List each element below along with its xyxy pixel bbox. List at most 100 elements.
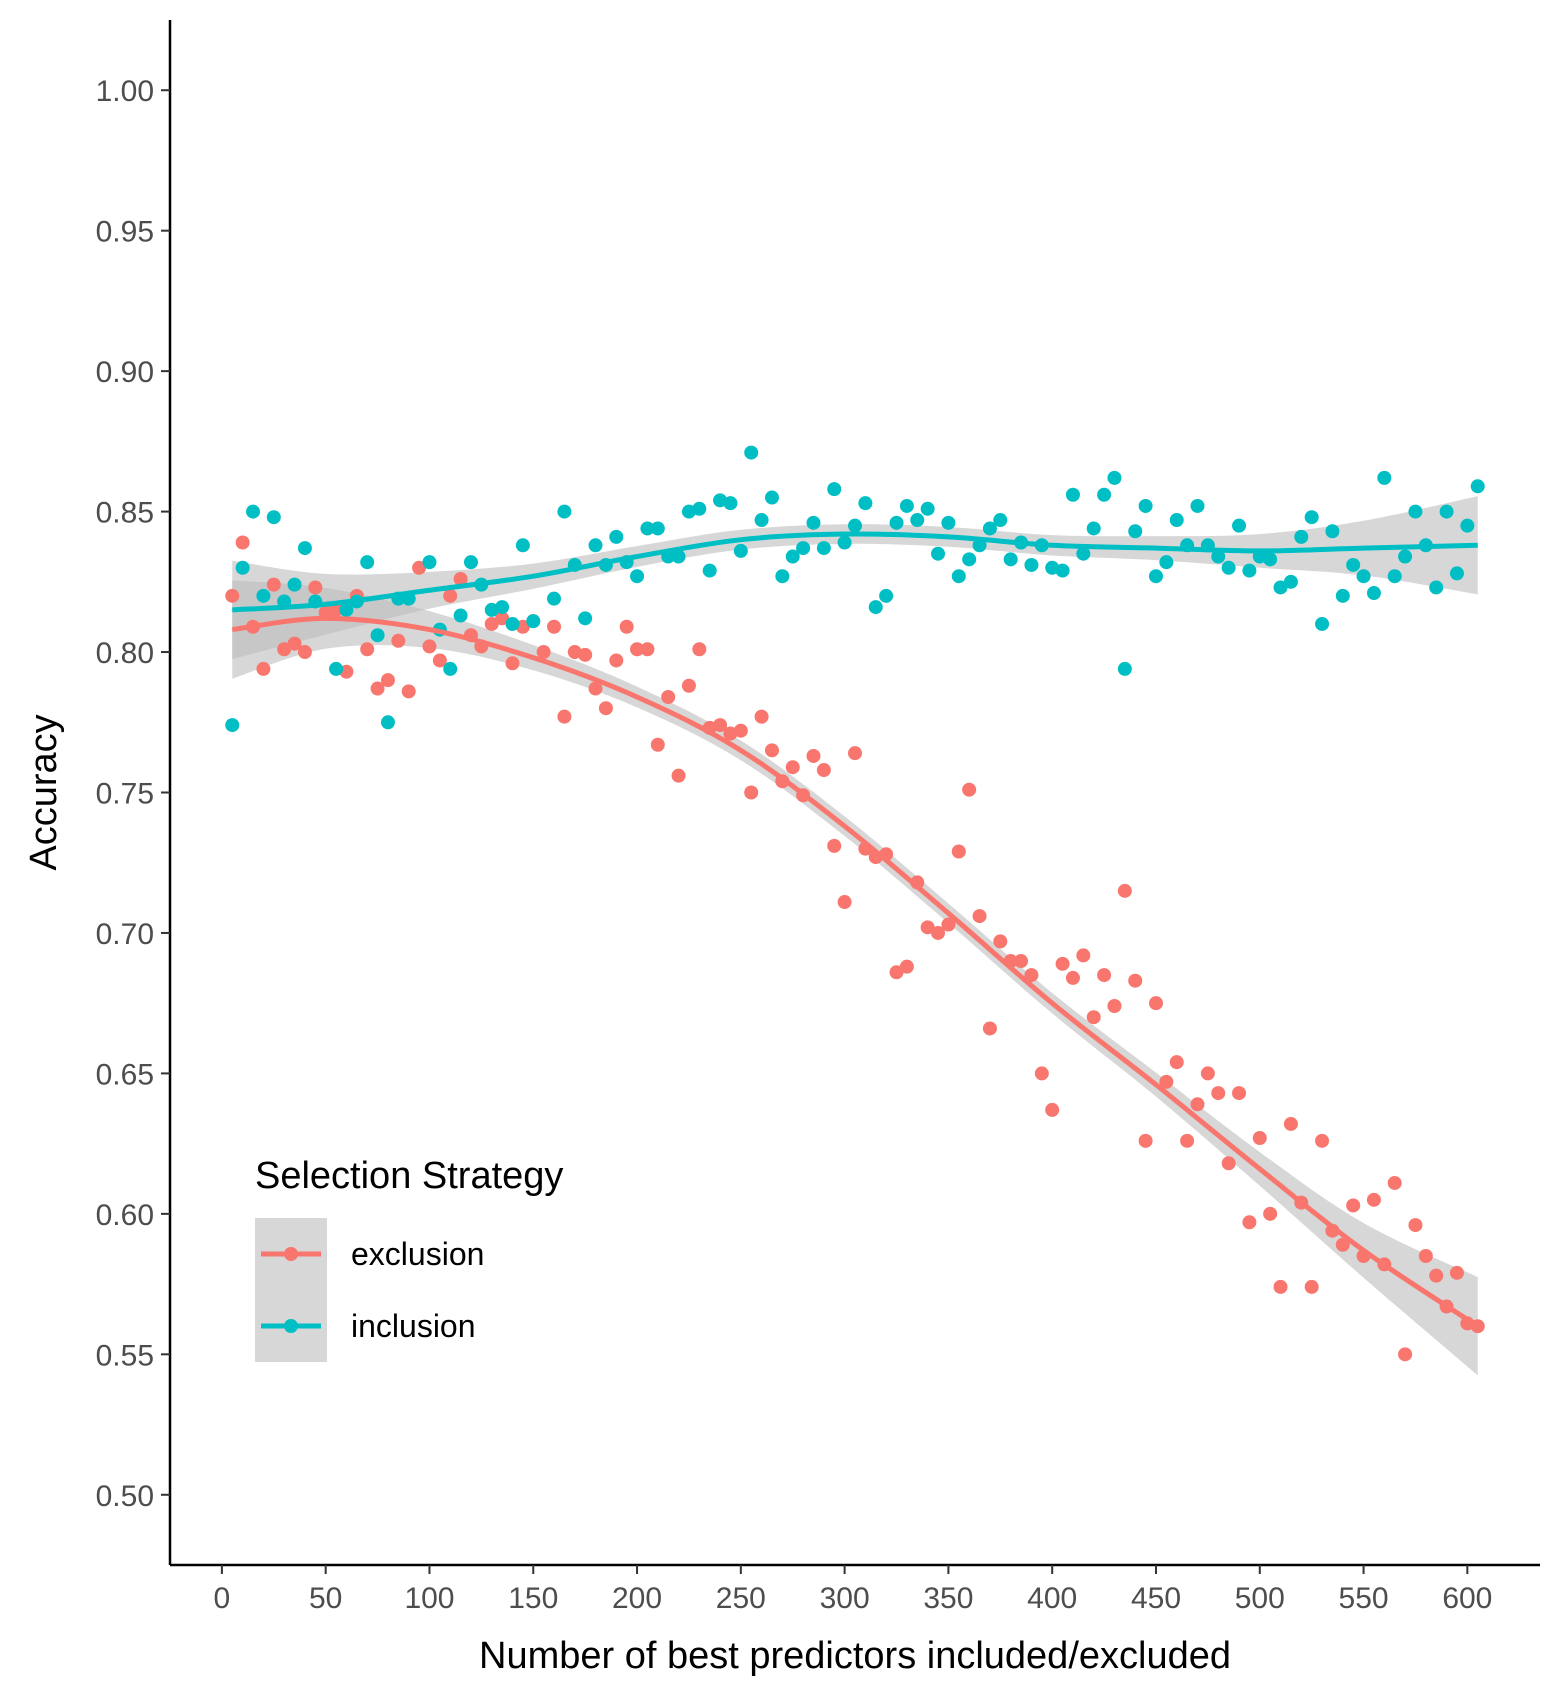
point-inclusion: [225, 718, 240, 733]
point-exclusion: [1263, 1206, 1278, 1221]
y-tick-label: 0.65: [96, 1058, 154, 1091]
point-exclusion: [225, 588, 240, 603]
point-inclusion: [1128, 524, 1143, 539]
point-exclusion: [837, 895, 852, 910]
point-exclusion: [484, 616, 499, 631]
point-exclusion: [277, 642, 292, 657]
point-inclusion: [775, 569, 790, 584]
point-inclusion: [1408, 504, 1423, 519]
point-inclusion: [1211, 549, 1226, 564]
y-tick-label: 0.60: [96, 1199, 154, 1232]
point-exclusion: [1014, 954, 1029, 969]
smooth-lines: [231, 531, 1480, 1329]
point-inclusion: [1024, 557, 1039, 572]
point-inclusion: [744, 445, 759, 460]
point-exclusion: [1107, 998, 1122, 1013]
point-inclusion: [816, 541, 831, 556]
point-inclusion: [1429, 580, 1444, 595]
point-exclusion: [1055, 956, 1070, 971]
point-exclusion: [308, 580, 323, 595]
point-exclusion: [1283, 1116, 1298, 1131]
point-exclusion: [889, 965, 904, 980]
point-inclusion: [702, 563, 717, 578]
point-exclusion: [1076, 948, 1091, 963]
point-inclusion: [1460, 518, 1475, 533]
point-exclusion: [588, 681, 603, 696]
point-inclusion: [650, 521, 665, 536]
point-exclusion: [266, 577, 281, 592]
point-inclusion: [837, 535, 852, 550]
point-exclusion: [1366, 1192, 1381, 1207]
point-exclusion: [1398, 1347, 1413, 1362]
point-exclusion: [1169, 1055, 1184, 1070]
point-exclusion: [899, 959, 914, 974]
point-inclusion: [297, 541, 312, 556]
x-tick-label: 600: [1442, 1582, 1492, 1615]
point-inclusion: [588, 538, 603, 553]
point-inclusion: [1325, 524, 1340, 539]
point-exclusion: [297, 645, 312, 660]
point-exclusion: [1138, 1133, 1153, 1148]
y-tick-label: 0.85: [96, 497, 154, 530]
point-inclusion: [868, 600, 883, 615]
point-exclusion: [733, 723, 748, 738]
y-tick-label: 0.95: [96, 216, 154, 249]
y-tick-label: 0.50: [96, 1480, 154, 1513]
point-exclusion: [1034, 1066, 1049, 1081]
point-inclusion: [1283, 574, 1298, 589]
point-exclusion: [951, 844, 966, 859]
point-exclusion: [1273, 1279, 1288, 1294]
point-inclusion: [1273, 580, 1288, 595]
x-tick-label: 0: [214, 1582, 231, 1615]
point-exclusion: [1221, 1156, 1236, 1171]
point-exclusion: [993, 934, 1008, 949]
point-inclusion: [889, 515, 904, 530]
point-exclusion: [619, 619, 634, 634]
point-inclusion: [578, 611, 593, 626]
point-inclusion: [899, 498, 914, 513]
point-inclusion: [931, 546, 946, 561]
smooth-line-exclusion: [231, 615, 1480, 1329]
point-inclusion: [1065, 487, 1080, 502]
point-exclusion: [785, 760, 800, 775]
point-exclusion: [391, 633, 406, 648]
point-inclusion: [557, 504, 572, 519]
point-inclusion: [360, 555, 375, 570]
point-inclusion: [951, 569, 966, 584]
legend-label-inclusion: inclusion: [351, 1308, 476, 1344]
point-inclusion: [1439, 504, 1454, 519]
x-tick-label: 250: [716, 1582, 766, 1615]
point-exclusion: [848, 746, 862, 761]
point-inclusion: [1076, 546, 1091, 561]
point-exclusion: [806, 748, 821, 763]
point-exclusion: [816, 763, 831, 778]
point-exclusion: [982, 1021, 997, 1036]
point-inclusion: [723, 496, 738, 511]
point-inclusion: [1470, 479, 1485, 494]
point-inclusion: [920, 501, 935, 516]
point-inclusion: [1097, 487, 1112, 502]
point-exclusion: [412, 560, 427, 575]
point-inclusion: [1366, 586, 1381, 601]
point-exclusion: [1418, 1249, 1433, 1263]
point-inclusion: [858, 496, 873, 511]
point-exclusion: [609, 653, 624, 668]
axes: 0.50 0.55 0.60 0.65 0.70 0.75 0.80 0.85 0.90 0.95…: [96, 20, 1540, 1615]
point-exclusion: [754, 709, 769, 724]
point-inclusion: [505, 616, 520, 631]
point-exclusion: [1335, 1237, 1350, 1252]
point-exclusion: [1097, 968, 1112, 983]
point-exclusion: [931, 925, 946, 940]
point-inclusion: [1107, 470, 1122, 485]
point-exclusion: [1190, 1097, 1205, 1112]
point-inclusion: [1377, 470, 1392, 485]
point-inclusion: [1315, 616, 1330, 631]
point-inclusion: [982, 521, 997, 536]
point-exclusion: [287, 636, 302, 651]
point-inclusion: [1221, 560, 1236, 575]
point-exclusion: [972, 909, 987, 924]
point-inclusion: [443, 661, 458, 676]
point-exclusion: [1200, 1066, 1215, 1081]
point-inclusion: [1159, 555, 1174, 570]
